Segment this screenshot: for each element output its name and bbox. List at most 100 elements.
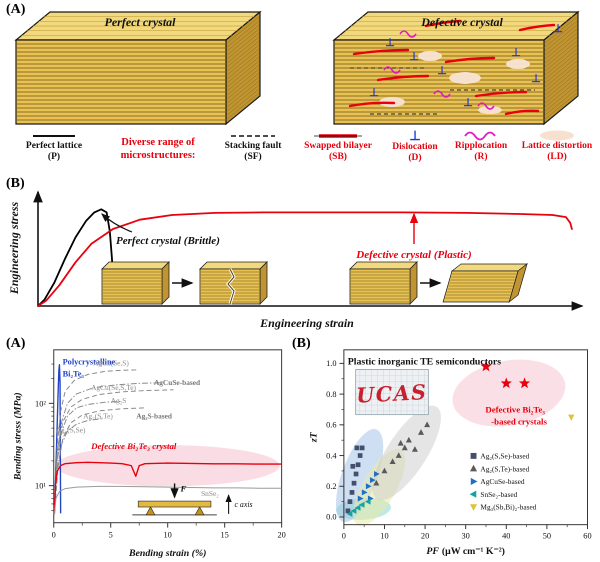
svg-text:AgCuSe-based: AgCuSe-based <box>480 477 524 486</box>
ag2sse-region-ellipse <box>335 429 384 523</box>
y-axis-label: Engineering stress <box>7 201 21 295</box>
ucas-logo-box <box>355 369 429 416</box>
panel-crystal-schematics: (A) Perfect crystal ⊥ ⊥ ⊥ ⊥ ⊥ ⊥ ⊥ ⊥ Defective c… <box>0 0 600 176</box>
svg-text:AgCu(Se,S,Te): AgCu(Se,S,Te) <box>91 383 136 392</box>
zt-y-label: zT <box>308 431 319 443</box>
ucas-logo-text: UCAS <box>356 380 428 408</box>
svg-text:Ag₂(S,Se): Ag₂(S,Se) <box>56 425 86 434</box>
zt-chart: UCAS 0 10 20 30 40 50 60 0.0 0.2 0.4 0.6 0.8 1.0 Ag₂… <box>308 349 592 557</box>
svg-text:SnSe₂: SnSe₂ <box>201 489 219 498</box>
perfect-crystal-illustration: Perfect crystal <box>14 10 262 126</box>
region-ellipses <box>335 359 566 526</box>
zt-axes-ticks: 0 10 20 30 40 50 60 0.0 0.2 0.4 0.6 0.8 1.0 <box>326 359 592 540</box>
svg-text:1.0: 1.0 <box>326 359 336 368</box>
stress-strain-curves <box>37 208 573 307</box>
perfect-crystal-title: Perfect crystal <box>105 15 177 29</box>
legend-item-name: Dislocation <box>392 142 438 152</box>
svg-text:Bi₂Te₃: Bi₂Te₃ <box>63 369 85 378</box>
svg-text:15: 15 <box>221 530 229 539</box>
zt-x-label: PF (μW cm⁻¹ K⁻²) <box>426 546 505 557</box>
svg-text:⊥: ⊥ <box>437 65 447 77</box>
legend-diverse-heading: Diverse range of microstructures: <box>102 129 214 162</box>
bending-curve-labels: Polycrystalline Bi₂Te₃ AgCu(Se,S) AgCuSe-ba… <box>56 358 220 499</box>
lattice-distortion-icon <box>540 130 574 141</box>
defective-annotation-line2: -based crystals <box>491 416 547 426</box>
svg-text:0: 0 <box>342 531 346 540</box>
legend-item-abbr: (SF) <box>244 151 262 162</box>
legend-dislocation: ⊥ Dislocation (D) <box>386 128 444 164</box>
panel-label-top: (A) <box>6 2 26 17</box>
legend-item-name: Ripplocation <box>454 141 508 151</box>
legend-item-name: Lattice distortion <box>521 141 593 151</box>
zt-scatter-points <box>345 360 575 517</box>
svg-text:⊥: ⊥ <box>531 73 541 85</box>
svg-text:10²: 10² <box>35 399 46 408</box>
svg-text:30: 30 <box>462 531 470 540</box>
force-label: F <box>179 483 186 493</box>
swapped-bilayer-icon <box>314 134 362 138</box>
svg-text:⊥: ⊥ <box>409 51 419 63</box>
bending-test-inset: F c axis <box>132 483 253 516</box>
bending-x-label: Bending strain (%) <box>128 548 206 559</box>
svg-text:Ag₂S: Ag₂S <box>111 396 127 405</box>
x-axis-label: Engineering strain <box>259 316 354 330</box>
plot-frame <box>53 349 283 524</box>
panel-label-bottom-right: (B) <box>292 336 311 351</box>
plot-frame <box>343 349 588 526</box>
perfect-crystal-body <box>14 10 262 126</box>
legend-item-name: Stacking fault <box>224 141 282 151</box>
brittle-pointer-arrow <box>101 213 133 233</box>
stress-strain-schematic: Engineering stress Engineering strain Pe… <box>7 190 584 330</box>
svg-text:0.4: 0.4 <box>326 451 337 460</box>
svg-text:⊥: ⊥ <box>385 37 395 49</box>
deformation-insets <box>101 261 529 305</box>
pink-highlight-ellipse <box>55 445 280 487</box>
c-axis-label: c axis <box>234 500 252 509</box>
svg-text:Defective Bi₂Te₃ crystal: Defective Bi₂Te₃ crystal <box>90 441 177 451</box>
svg-text:AgCu(Se,S): AgCu(Se,S) <box>93 359 129 368</box>
svg-text:0: 0 <box>52 530 56 539</box>
defective-crystal-body: ⊥ ⊥ ⊥ ⊥ ⊥ ⊥ ⊥ ⊥ <box>332 10 580 126</box>
svg-text:Ag₂(S,Te): Ag₂(S,Te) <box>83 412 113 421</box>
zt-title: Plastic inorganic TE semiconductors <box>348 357 501 368</box>
microstructure-legend: Perfect lattice (P) Diverse range of mic… <box>0 128 600 176</box>
svg-text:10: 10 <box>380 531 388 540</box>
svg-text:40: 40 <box>502 531 510 540</box>
defective-crystal-illustration: ⊥ ⊥ ⊥ ⊥ ⊥ ⊥ ⊥ ⊥ Defective crystal <box>332 10 580 126</box>
legend-stacking-fault: Stacking fault (SF) <box>216 129 290 163</box>
legend-item-name: Perfect lattice <box>25 141 83 151</box>
legend-item-abbr: (LD) <box>547 151 567 162</box>
brittle-label: Perfect crystal (Brittle) <box>116 235 220 247</box>
bending-axes-ticks: 0 5 10 15 20 10¹ 10² <box>35 363 286 539</box>
legend-perfect-lattice: Perfect lattice (P) <box>10 129 98 163</box>
svg-text:50: 50 <box>543 531 551 540</box>
svg-text:AgCuSe-based: AgCuSe-based <box>154 378 201 387</box>
bending-series <box>53 363 282 515</box>
legend-item-abbr: (R) <box>474 151 488 162</box>
diverse-heading-line1: Diverse range of <box>121 137 195 148</box>
svg-text:⊥: ⊥ <box>511 47 521 59</box>
svg-text:20: 20 <box>421 531 429 540</box>
svg-text:⊥: ⊥ <box>553 23 563 35</box>
stacking-fault-icon <box>231 135 275 137</box>
svg-text:20: 20 <box>277 530 285 539</box>
ripplocation-icon <box>464 131 496 141</box>
legend-item-abbr: (SB) <box>329 151 347 162</box>
bending-y-label: Bending stress (MPa) <box>12 392 23 481</box>
svg-text:⊥: ⊥ <box>463 97 473 109</box>
svg-text:Ag₂S-based: Ag₂S-based <box>136 412 173 421</box>
inset-sample-bar <box>137 500 212 508</box>
dislocation-icon: ⊥ <box>409 128 420 143</box>
legend-lattice-distortion: Lattice distortion (LD) <box>516 129 598 163</box>
svg-text:10¹: 10¹ <box>35 482 46 491</box>
svg-text:Ag₂(S,Se)-based: Ag₂(S,Se)-based <box>480 452 529 461</box>
svg-text:5: 5 <box>109 530 113 539</box>
svg-text:Polycrystalline: Polycrystalline <box>63 358 116 367</box>
legend-swapped-bilayer: Swapped bilayer (SB) <box>292 129 384 163</box>
svg-text:0.2: 0.2 <box>326 482 336 491</box>
inset-support-right <box>194 506 205 516</box>
inset-support-left <box>145 506 156 516</box>
svg-text:60: 60 <box>583 531 591 540</box>
panel-label-mid: (B) <box>6 176 25 191</box>
